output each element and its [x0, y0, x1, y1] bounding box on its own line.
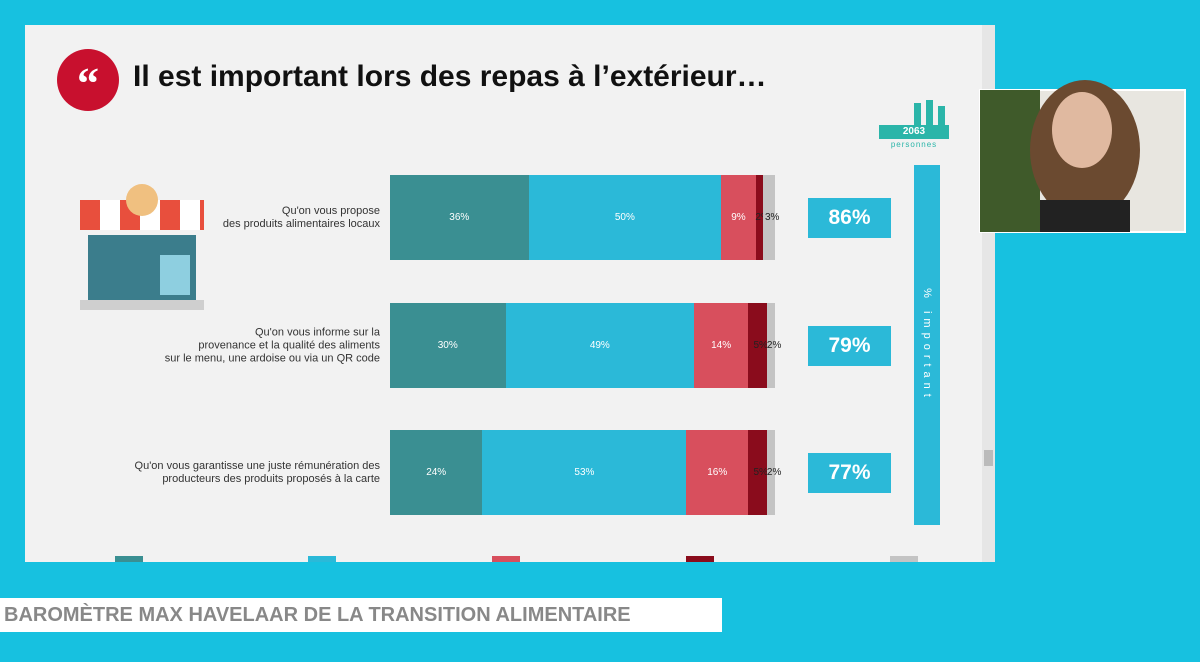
quote-mark: “	[77, 59, 99, 108]
badge-icon	[879, 100, 949, 139]
bar-segment	[748, 430, 768, 515]
quote-icon	[57, 49, 119, 111]
total-box	[808, 197, 891, 238]
value-label: 16%	[707, 467, 728, 478]
total-box	[808, 452, 891, 493]
bar-segment	[763, 175, 775, 260]
bar-segment	[390, 175, 529, 260]
badge-caption: personnes	[890, 140, 938, 149]
bar-segment	[686, 430, 749, 515]
bar-segment	[767, 303, 775, 388]
bar-segment	[748, 303, 768, 388]
total-label: 77%	[828, 460, 871, 484]
value-label: 9%	[731, 212, 746, 223]
value-label: 53%	[574, 467, 595, 478]
value-label: 49%	[589, 340, 610, 351]
value-label: 50%	[614, 212, 635, 223]
bar-segment	[390, 303, 506, 388]
total-box	[808, 325, 891, 366]
restaurant-icon	[80, 184, 204, 310]
webcam	[979, 80, 1186, 233]
category-label: Qu'on vous garantisse une juste rémunéra…	[134, 459, 380, 485]
total-label: 79%	[828, 333, 871, 357]
value-label: 5%	[753, 467, 768, 478]
value-label: 36%	[449, 212, 470, 223]
legend-swatch	[115, 556, 143, 562]
bar-segment	[482, 430, 687, 515]
value-label: 24%	[426, 467, 447, 478]
value-label: 3%	[764, 212, 780, 223]
value-label: 14%	[711, 340, 732, 351]
bar-segment	[528, 175, 722, 260]
total-label: 86%	[828, 205, 871, 229]
badge-count: 2063	[902, 126, 926, 137]
banner: BAROMÈTRE MAX HAVELAAR DE LA TRANSITION …	[0, 598, 722, 632]
legend-swatch	[890, 556, 918, 562]
value-label: 2%	[755, 175, 769, 260]
important-column	[914, 165, 940, 525]
legend-swatch	[308, 556, 336, 562]
value-label: 2%	[766, 467, 782, 478]
side-label: % important	[921, 288, 933, 402]
legend-swatch	[686, 556, 714, 562]
bar-segment	[767, 430, 775, 515]
bar-segment	[694, 303, 749, 388]
value-label: 5%	[753, 340, 768, 351]
category-label: Qu'on vous informe sur la provenance et …	[164, 326, 380, 364]
slide-title: Il est important lors des repas à l’exté…	[133, 60, 767, 93]
bar-segment	[505, 303, 695, 388]
bar-segment	[755, 175, 764, 260]
bar-segment	[721, 175, 756, 260]
category-label: Qu'on vous propose des produits alimenta…	[222, 204, 380, 230]
value-label: 30%	[437, 340, 458, 351]
legend-swatch	[492, 556, 520, 562]
value-label: 2%	[766, 340, 782, 351]
bar-segment	[390, 430, 483, 515]
